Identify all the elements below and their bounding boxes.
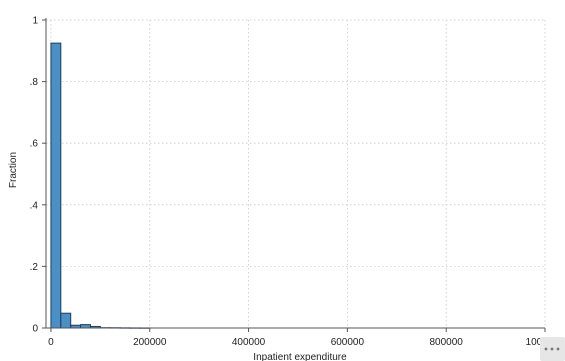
y-tick-label: .4 <box>30 200 39 211</box>
axes <box>42 18 546 332</box>
histogram-bar <box>60 312 72 329</box>
x-tick-label: 400000 <box>232 337 266 348</box>
x-tick-label: 800000 <box>430 337 464 348</box>
corner-resize-handle[interactable] <box>540 337 565 361</box>
y-tick-label: .2 <box>30 262 39 273</box>
x-tick-label: 200000 <box>133 337 167 348</box>
y-tick-label: .6 <box>30 139 39 150</box>
y-tick-label: 0 <box>32 324 38 335</box>
y-tick-label: 1 <box>32 16 38 27</box>
tick-labels: 0.2.4.6.81020000040000060000080000010000… <box>30 16 565 349</box>
histogram-bar <box>50 42 62 329</box>
x-axis-title: Inpatient expenditure <box>253 352 347 361</box>
histogram-bar <box>80 324 91 329</box>
y-tick-label: .8 <box>30 77 39 88</box>
grid-lines <box>46 19 546 328</box>
histogram-bars <box>50 42 151 329</box>
y-axis-title: Fraction <box>8 152 19 188</box>
x-tick-label: 600000 <box>331 337 365 348</box>
x-tick-label: 0 <box>48 337 54 348</box>
